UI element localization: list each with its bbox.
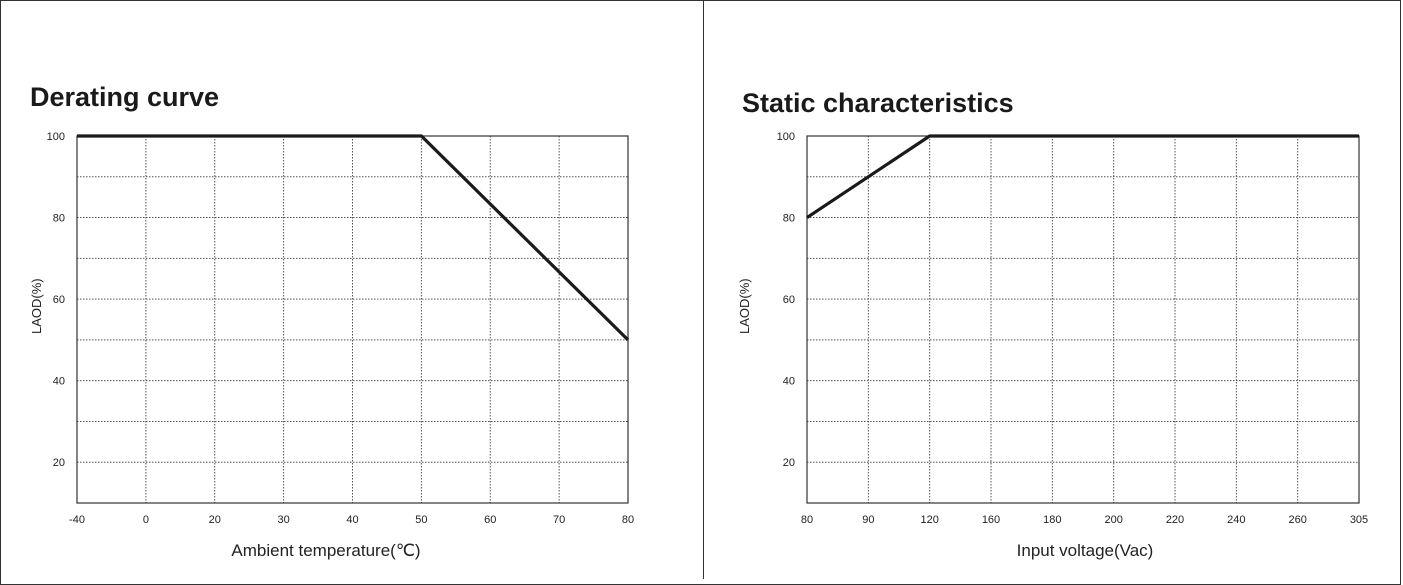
chart-title: Static characteristics <box>742 88 1014 118</box>
y-tick-label: 100 <box>47 131 65 143</box>
x-tick-label: 305 <box>1350 514 1368 526</box>
y-tick-label: 100 <box>777 131 795 143</box>
derating-chart: 20 40 60 80 100 -40 0 20 30 40 50 60 70 80 <box>47 131 634 526</box>
series-line <box>77 134 630 342</box>
x-tick-label: -40 <box>69 514 85 526</box>
static-chart: 20 40 60 80 100 80 90 120 160 180 200 220 240 260 305 <box>777 131 1369 526</box>
y-tick-label: 20 <box>53 457 65 469</box>
y-tick-label: 20 <box>783 457 795 469</box>
x-tick-label: 50 <box>415 514 427 526</box>
plot-frame <box>806 135 1360 504</box>
y-tick-label: 60 <box>53 294 65 306</box>
panel-divider <box>703 0 704 579</box>
x-tick-label: 80 <box>801 514 813 526</box>
y-tick-label: 60 <box>783 294 795 306</box>
y-tick-label: 40 <box>53 376 65 388</box>
series-line <box>806 134 1359 219</box>
x-tick-label: 180 <box>1043 514 1061 526</box>
y-tick-label: 80 <box>53 213 65 225</box>
x-tick-label: 240 <box>1227 514 1245 526</box>
x-tick-label: 160 <box>982 514 1000 526</box>
y-tick-label: 80 <box>783 213 795 225</box>
x-tick-label: 60 <box>484 514 496 526</box>
x-tick-label: 30 <box>278 514 290 526</box>
x-tick-label: 200 <box>1104 514 1122 526</box>
static-panel: Static characteristics 20 40 60 80 100 80 90 12… <box>704 0 1403 579</box>
x-tick-label: 90 <box>862 514 874 526</box>
x-axis-label: Ambient temperature(℃) <box>231 541 421 560</box>
x-tick-label: 0 <box>143 514 149 526</box>
x-tick-label: 70 <box>553 514 565 526</box>
chart-title: Derating curve <box>30 82 220 112</box>
y-axis-label: LAOD(%) <box>29 278 44 334</box>
derating-panel: Derating curve 20 40 60 80 100 -40 0 20 30 40 50 60… <box>0 0 703 579</box>
x-tick-label: 220 <box>1166 514 1184 526</box>
x-tick-label: 20 <box>209 514 221 526</box>
x-tick-label: 120 <box>920 514 938 526</box>
x-tick-label: 260 <box>1288 514 1306 526</box>
x-axis-label: Input voltage(Vac) <box>1016 541 1154 560</box>
y-axis-label: LAOD(%) <box>737 278 752 334</box>
x-tick-label: 80 <box>622 514 634 526</box>
x-tick-label: 40 <box>346 514 358 526</box>
y-tick-label: 40 <box>783 376 795 388</box>
